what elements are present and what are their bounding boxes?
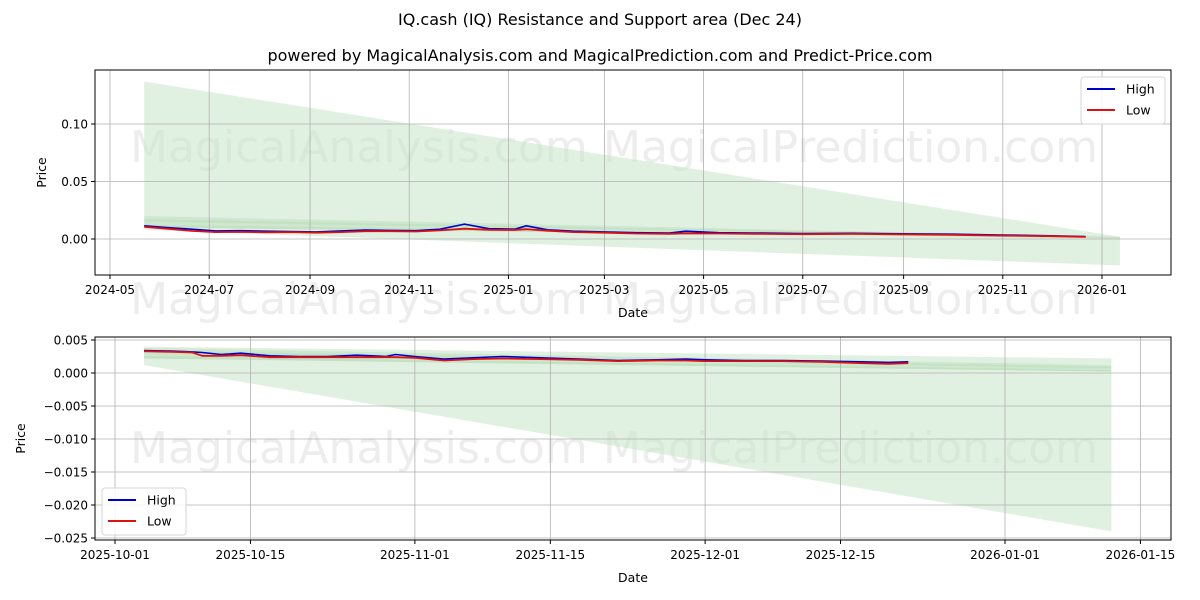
watermark-text: MagicalPrediction.com xyxy=(603,122,1098,173)
low-series-line xyxy=(144,226,1086,238)
inner-support-resistance-band xyxy=(144,216,1120,238)
bottom-price-chart: MagicalAnalysis.comMagicalPrediction.com… xyxy=(13,334,1175,586)
x-axis-label: Date xyxy=(618,305,648,320)
y-tick-label: −0.025 xyxy=(44,532,88,546)
y-tick-label: 0.005 xyxy=(54,334,88,348)
y-tick-label: −0.010 xyxy=(44,433,88,447)
x-tick-label: 2025-05 xyxy=(679,283,729,297)
legend-label: Low xyxy=(1126,103,1151,118)
x-tick-label: 2025-09 xyxy=(879,283,929,297)
legend-label: High xyxy=(1126,82,1155,97)
y-tick-label: −0.005 xyxy=(44,400,88,414)
x-tick-label: 2024-07 xyxy=(184,283,234,297)
x-tick-label: 2025-03 xyxy=(579,283,629,297)
y-tick-label: 0.05 xyxy=(61,175,88,189)
legend-label: Low xyxy=(147,514,172,529)
x-tick-label: 2024-05 xyxy=(85,283,135,297)
x-tick-label: 2025-10-01 xyxy=(80,548,150,562)
axes-frame xyxy=(94,69,1172,276)
x-tick-label: 2026-01-15 xyxy=(1106,548,1176,562)
x-tick-label: 2026-01 xyxy=(1077,283,1127,297)
y-tick-label: −0.020 xyxy=(44,499,88,513)
watermark-text: MagicalAnalysis.com xyxy=(130,274,588,325)
x-tick-label: 2024-09 xyxy=(285,283,335,297)
x-tick-label: 2025-10-15 xyxy=(216,548,286,562)
y-tick-label: 0.00 xyxy=(61,233,88,247)
legend: High Low xyxy=(1080,76,1166,125)
x-tick-label: 2024-11 xyxy=(384,283,434,297)
watermark-text: MagicalPrediction.com xyxy=(603,274,1098,325)
x-tick-label: 2025-01 xyxy=(483,283,533,297)
top-price-chart: MagicalAnalysis.com MagicalPrediction.com… xyxy=(34,69,1172,325)
x-tick-label: 2025-11 xyxy=(978,283,1028,297)
x-tick-label: 2025-12-15 xyxy=(806,548,876,562)
y-tick-label: 0.10 xyxy=(61,118,88,132)
y-axis-label: Price xyxy=(34,157,49,188)
chart-title: IQ.cash (IQ) Resistance and Support area… xyxy=(398,10,802,29)
x-tick-label: 2025-11-15 xyxy=(515,548,585,562)
low-series-line xyxy=(143,350,909,365)
x-tick-label: 2025-07 xyxy=(778,283,828,297)
legend-label: High xyxy=(147,493,176,508)
y-tick-label: 0.000 xyxy=(54,367,88,381)
watermark-text: MagicalAnalysis.com xyxy=(130,423,588,474)
x-tick-label: 2025-12-01 xyxy=(670,548,740,562)
chart-subtitle: powered by MagicalAnalysis.com and Magic… xyxy=(267,46,933,65)
inner-support-resistance-band xyxy=(144,355,1112,372)
x-tick-label: 2026-01-01 xyxy=(970,548,1040,562)
y-axis-label: Price xyxy=(13,423,28,454)
y-tick-label: −0.015 xyxy=(44,466,88,480)
legend: High Low xyxy=(101,487,187,536)
x-axis-label: Date xyxy=(618,570,648,585)
x-tick-label: 2025-11-01 xyxy=(380,548,450,562)
outer-support-resistance-area xyxy=(144,81,1120,266)
